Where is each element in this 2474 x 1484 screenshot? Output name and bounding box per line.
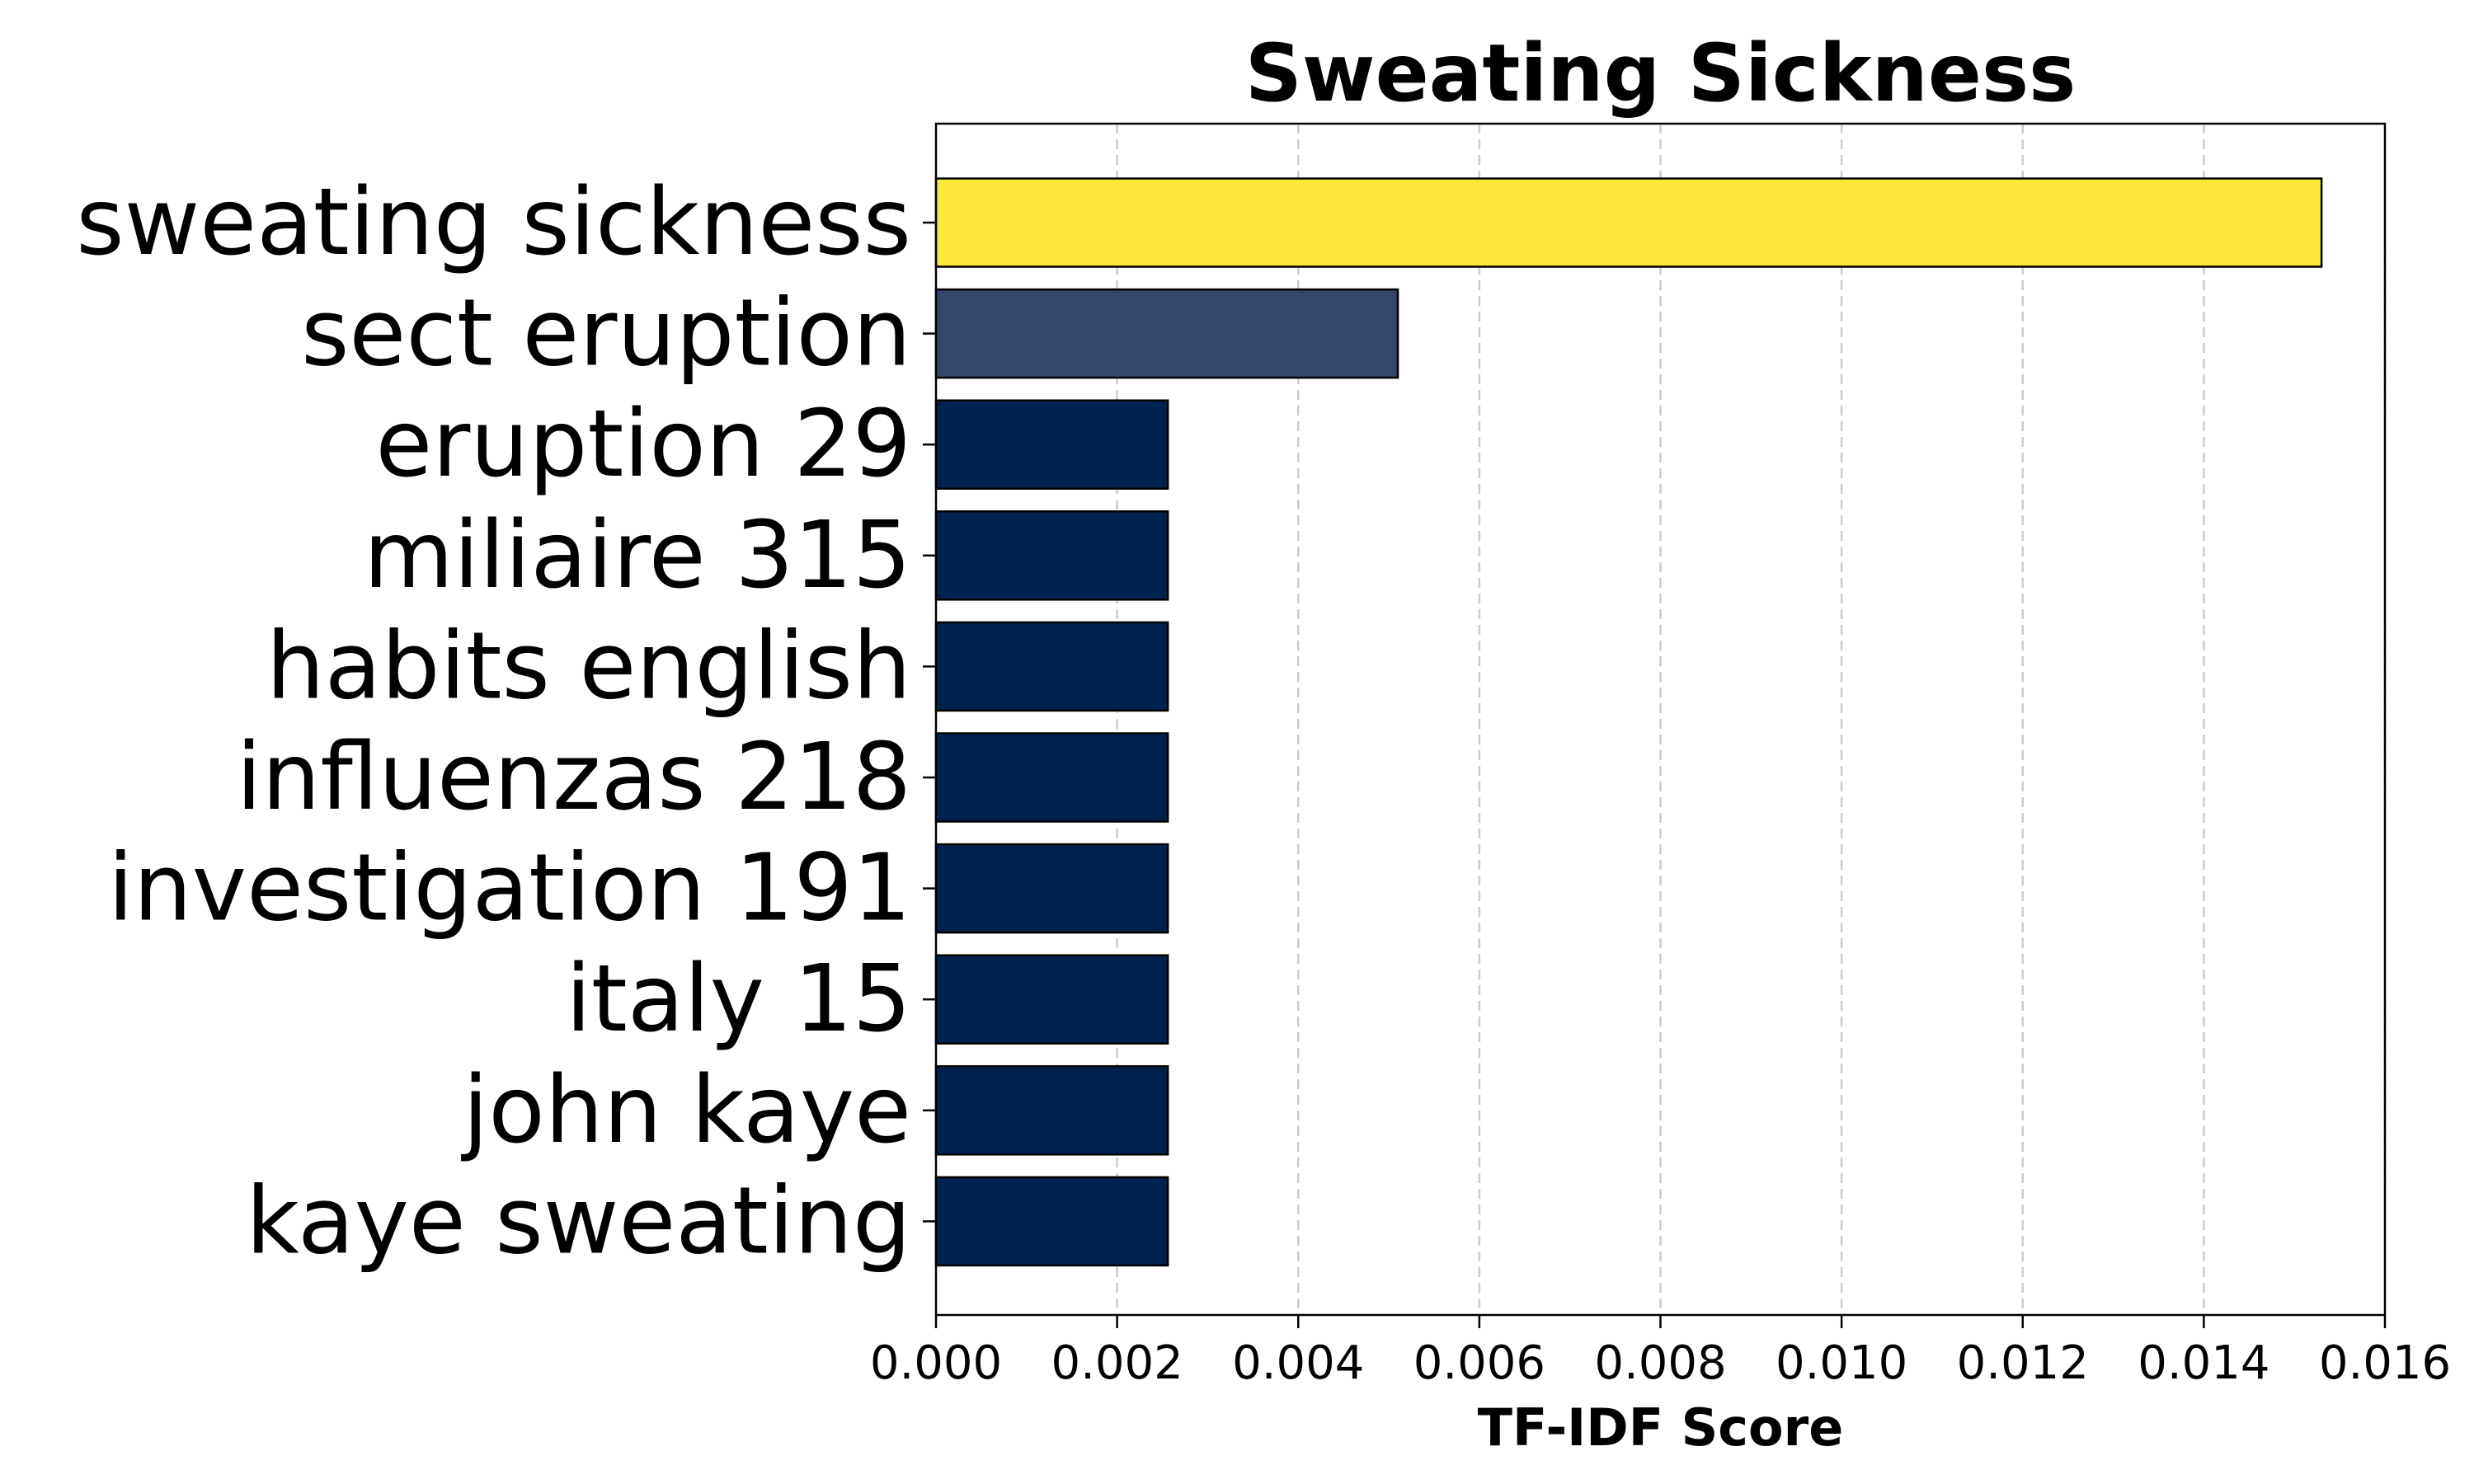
bar (934, 732, 1169, 823)
y-tick-label: miliaire 315 (364, 502, 911, 609)
y-tick-label: italy 15 (566, 946, 911, 1053)
chart-title: Sweating Sickness (1245, 27, 2077, 120)
x-tick-label: 0.002 (1051, 1336, 1183, 1390)
bar (934, 177, 2323, 268)
x-tick-label: 0.008 (1594, 1336, 1726, 1390)
bar (934, 288, 1399, 379)
x-tick-label: 0.016 (2319, 1336, 2451, 1390)
bars (934, 177, 2323, 1267)
x-axis-label: TF-IDF Score (1478, 1397, 1844, 1458)
x-tick-label: 0.006 (1413, 1336, 1545, 1390)
y-tick-label: habits english (266, 613, 911, 720)
x-tick-label: 0.004 (1232, 1336, 1364, 1390)
y-tick-label: influenzas 218 (236, 724, 911, 831)
y-tick-label: investigation 191 (108, 835, 911, 942)
x-tick-label: 0.000 (870, 1336, 1002, 1390)
y-tick-label: sect eruption (301, 280, 911, 387)
bar (934, 510, 1169, 601)
x-tick-label: 0.014 (2138, 1336, 2269, 1390)
bar (934, 1176, 1169, 1267)
bar (934, 1065, 1169, 1156)
y-tick-label: eruption 29 (375, 391, 911, 498)
x-tick-label: 0.012 (1957, 1336, 2089, 1390)
y-tick-label: john kaye (460, 1057, 911, 1164)
y-tick-label: kaye sweating (246, 1167, 911, 1275)
x-tick-labels: 0.000 0.002 0.004 0.006 0.008 0.010 0.012 0.014… (870, 1315, 2451, 1390)
x-tick-label: 0.010 (1776, 1336, 1907, 1390)
bar (934, 399, 1169, 490)
bar (934, 621, 1169, 712)
y-tick-label: sweating sickness (76, 169, 911, 276)
bar (934, 954, 1169, 1045)
bar (934, 843, 1169, 934)
